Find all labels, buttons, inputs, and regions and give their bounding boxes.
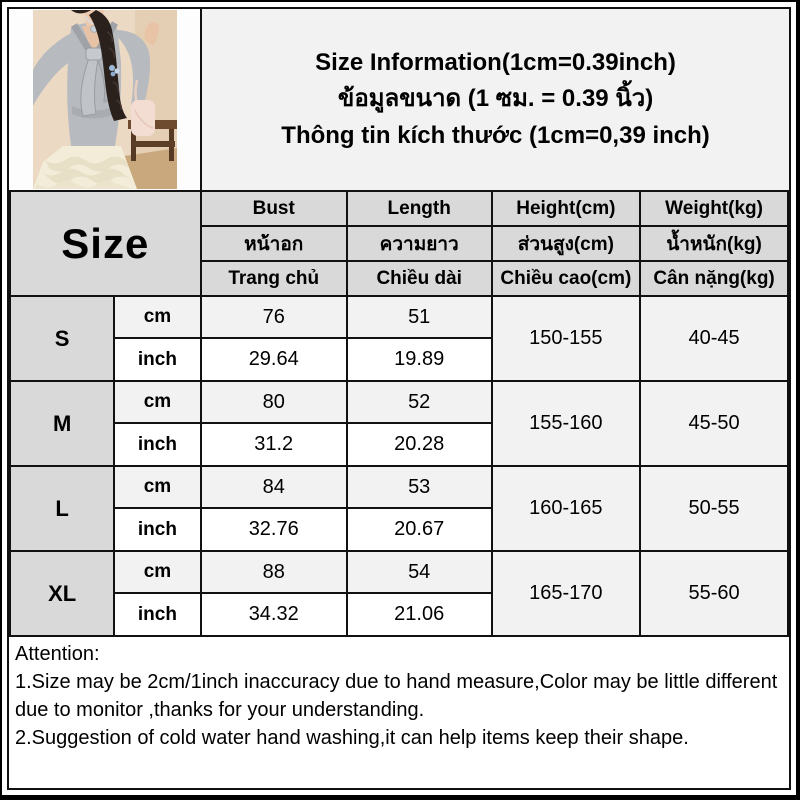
col-header-weight-th: น้ำหนัก(kg) (639, 225, 789, 262)
top-section: Size Information(1cm=0.39inch) ข้อมูลขนา… (9, 9, 789, 190)
header-row-th: หน้าอก ความยาว ส่วนสูง(cm) น้ำหนัก(kg) (10, 225, 789, 262)
size-row-s-inch: inch 29.64 19.89 (10, 337, 788, 382)
col-header-length-th: ความยาว (345, 225, 493, 262)
size-table: Size Bust Length Height(cm) Weight(kg) ห… (9, 190, 789, 637)
size-row-m-inch: inch 31.2 20.28 (10, 422, 788, 467)
product-photo-cell (9, 9, 201, 190)
unit-label-inch: inch (113, 422, 202, 467)
height-xl: 165-170 (490, 550, 642, 637)
size-label-xl: XL (9, 550, 116, 637)
length-inch-m: 20.28 (345, 422, 493, 467)
size-row-xl-cm: XL cm 88 54 165-170 55-60 (9, 550, 789, 637)
bust-cm-m: 80 (199, 380, 348, 424)
length-cm-m: 52 (345, 380, 493, 424)
col-header-height-en: Height(cm) (490, 190, 642, 227)
handbag (130, 79, 155, 136)
attention-note-2: 2.Suggestion of cold water hand washing,… (15, 727, 689, 749)
bust-cm-l: 84 (199, 465, 348, 509)
unit-label-cm: cm (113, 295, 202, 339)
col-header-bust-vi: Trang chủ (199, 260, 348, 297)
size-row-l-inch: inch 32.76 20.67 (10, 507, 788, 552)
weight-l: 50-55 (639, 465, 789, 552)
size-label-s: S (9, 295, 116, 382)
size-row-s-cm: S cm 76 51 150-155 40-45 (9, 295, 789, 382)
unit-label-inch: inch (113, 592, 202, 637)
length-inch-xl: 21.06 (345, 592, 493, 637)
attention-note-1: 1.Size may be 2cm/1inch inaccuracy due t… (15, 671, 778, 721)
product-photo-illustration (32, 10, 177, 189)
unit-label-cm: cm (113, 550, 202, 594)
header-row-vi: Trang chủ Chiều dài Chiều cao(cm) Cân nặ… (10, 260, 789, 297)
size-info-title-block: Size Information(1cm=0.39inch) ข้อมูลขนา… (200, 9, 789, 190)
length-inch-l: 20.67 (345, 507, 493, 552)
bust-cm-xl: 88 (199, 550, 348, 594)
bust-cm-s: 76 (199, 295, 348, 339)
size-header-cell: Size (9, 190, 202, 297)
height-l: 160-165 (490, 465, 642, 552)
size-chart-content: Size Information(1cm=0.39inch) ข้อมูลขนา… (7, 7, 791, 790)
hair-accessory (108, 65, 120, 77)
col-header-height-th: ส่วนสูง(cm) (490, 225, 642, 262)
col-header-weight-vi: Cân nặng(kg) (639, 260, 789, 297)
attention-section: Attention: 1.Size may be 2cm/1inch inacc… (9, 637, 789, 788)
unit-label-inch: inch (113, 507, 202, 552)
size-label-m: M (9, 380, 116, 467)
title-line-en: Size Information(1cm=0.39inch) (315, 48, 676, 76)
weight-m: 45-50 (639, 380, 789, 467)
col-header-length-vi: Chiều dài (345, 260, 493, 297)
height-s: 150-155 (490, 295, 642, 382)
col-header-length-en: Length (345, 190, 493, 227)
title-line-th: ข้อมูลขนาด (1 ซม. = 0.39 นิ้ว) (337, 85, 654, 113)
unit-label-cm: cm (113, 465, 202, 509)
title-line-vi: Thông tin kích thước (1cm=0,39 inch) (281, 121, 710, 149)
length-cm-xl: 54 (345, 550, 493, 594)
size-row-xl-inch: inch 34.32 21.06 (10, 592, 788, 637)
col-header-bust-th: หน้าอก (199, 225, 348, 262)
col-header-bust-en: Bust (199, 190, 348, 227)
weight-s: 40-45 (639, 295, 789, 382)
length-inch-s: 19.89 (345, 337, 493, 382)
product-photo (32, 10, 177, 189)
length-cm-s: 51 (345, 295, 493, 339)
bust-inch-m: 31.2 (199, 422, 348, 467)
height-m: 155-160 (490, 380, 642, 467)
unit-label-inch: inch (113, 337, 202, 382)
size-label-l: L (9, 465, 116, 552)
weight-xl: 55-60 (639, 550, 789, 637)
col-header-height-vi: Chiều cao(cm) (490, 260, 642, 297)
size-row-m-cm: M cm 80 52 155-160 45-50 (9, 380, 789, 467)
bust-inch-l: 32.76 (199, 507, 348, 552)
attention-heading: Attention: (15, 643, 100, 665)
unit-label-cm: cm (113, 380, 202, 424)
size-row-l-cm: L cm 84 53 160-165 50-55 (9, 465, 789, 552)
length-cm-l: 53 (345, 465, 493, 509)
col-header-weight-en: Weight(kg) (639, 190, 789, 227)
bust-inch-s: 29.64 (199, 337, 348, 382)
braided-hair (70, 10, 127, 121)
header-row-en: Size Bust Length Height(cm) Weight(kg) (9, 190, 789, 297)
bust-inch-xl: 34.32 (199, 592, 348, 637)
ruffle-skirt (32, 146, 137, 189)
